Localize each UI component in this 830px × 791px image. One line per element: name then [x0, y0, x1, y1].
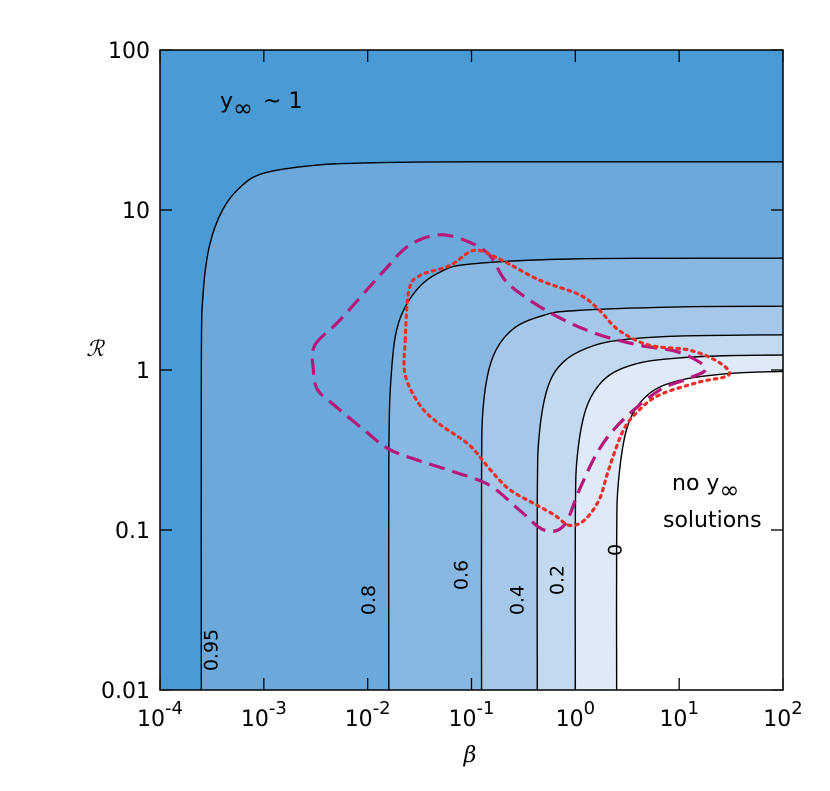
annotation-text: y [220, 89, 233, 114]
x-tick-base: 10 [137, 707, 165, 732]
x-tick-exponent: 1 [687, 698, 698, 719]
contour-label: 0.8 [358, 585, 380, 615]
x-tick-label: 101 [659, 698, 698, 732]
y-tick-label: 1 [136, 359, 150, 384]
y-tick-label: 0.1 [115, 519, 150, 544]
annotation: solutions [663, 508, 762, 533]
x-tick-exponent: -2 [373, 698, 391, 719]
x-tick-exponent: 2 [791, 698, 802, 719]
x-tick-base: 10 [345, 707, 373, 732]
x-tick-label: 102 [763, 698, 802, 732]
annotation-text: no y [672, 471, 719, 496]
region-outline [402, 248, 732, 528]
x-tick-base: 10 [241, 707, 269, 732]
x-tick-exponent: -3 [269, 698, 287, 719]
x-axis-label: β [463, 743, 477, 768]
contour-line [387, 257, 783, 690]
plot-area [160, 50, 783, 690]
x-tick-label: 10-4 [137, 698, 183, 732]
y-tick-label: 10 [122, 199, 150, 224]
x-tick-label: 10-1 [449, 698, 495, 732]
x-tick-label: 10-2 [345, 698, 391, 732]
contour-fill [616, 371, 783, 690]
contour-label: 0.2 [546, 565, 568, 595]
contour-label: 0.6 [451, 560, 473, 590]
y-tick-label: 0.01 [101, 679, 150, 704]
annotation: no y∞ [672, 471, 739, 504]
contour-line [200, 161, 783, 690]
annotation-subscript: ∞ [233, 94, 253, 122]
x-tick-exponent: -1 [477, 698, 495, 719]
annotation: y∞ ~ 1 [220, 89, 302, 122]
x-tick-base: 10 [763, 707, 791, 732]
x-tick-base: 10 [659, 707, 687, 732]
region-outline [310, 233, 708, 534]
x-tick-label: 10-3 [241, 698, 287, 732]
annotation-subscript: ∞ [719, 476, 739, 504]
x-tick-exponent: 0 [584, 698, 595, 719]
annotation-text: ~ 1 [263, 89, 302, 114]
contour-label: 0 [605, 544, 627, 556]
y-axis-label: ℛ [86, 337, 105, 362]
x-tick-exponent: -4 [165, 698, 183, 719]
x-tick-label: 100 [556, 698, 595, 732]
contour-line [480, 305, 783, 690]
contour-label: 0.4 [506, 585, 528, 615]
y-tick-label: 100 [108, 39, 150, 64]
x-tick-base: 10 [449, 707, 477, 732]
x-tick-base: 10 [556, 707, 584, 732]
contour-label: 0.95 [200, 629, 222, 671]
contour-line [536, 334, 783, 690]
